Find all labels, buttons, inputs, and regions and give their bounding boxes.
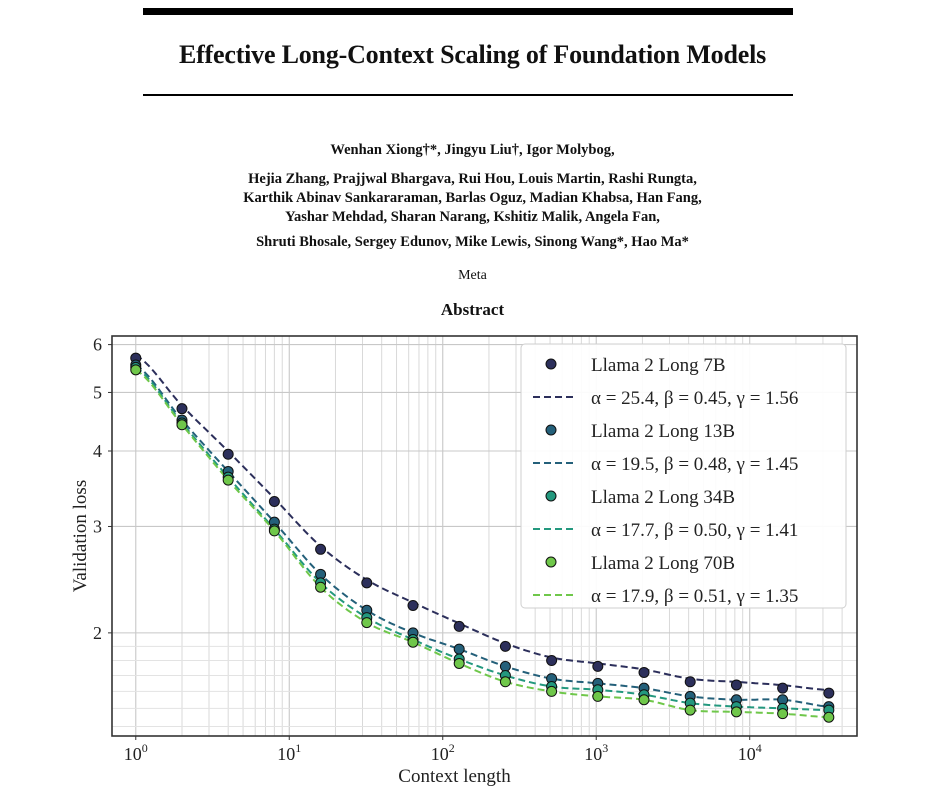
data-point-1 xyxy=(823,687,835,699)
data-point-1 xyxy=(730,679,742,691)
data-point-1 xyxy=(546,655,558,667)
data-point-1 xyxy=(407,599,419,611)
legend-label-3: Llama 2 Long 34B xyxy=(591,487,735,508)
data-point-1 xyxy=(222,448,234,460)
data-point-4 xyxy=(130,364,142,376)
title-bottom-rule xyxy=(143,94,793,96)
data-point-4 xyxy=(268,525,280,537)
affiliation: Meta xyxy=(458,268,487,283)
title-top-rule xyxy=(143,8,793,15)
data-point-1 xyxy=(176,403,188,415)
data-point-1 xyxy=(315,543,327,555)
y-axis-label: Validation loss xyxy=(70,480,91,592)
fit-curve-2 xyxy=(135,364,829,708)
data-point-4 xyxy=(176,419,188,431)
authors-line-4: Yashar Mehdad, Sharan Narang, Kshitiz Ma… xyxy=(285,209,660,225)
fit-curve-3 xyxy=(135,366,829,712)
legend-marker-1 xyxy=(545,358,557,370)
abstract-heading: Abstract xyxy=(440,300,505,319)
legend-fit-label-1: α = 25.4, β = 0.45, γ = 1.56 xyxy=(591,388,798,409)
paper-title: Effective Long-Context Scaling of Founda… xyxy=(178,40,767,69)
data-point-4 xyxy=(315,581,327,593)
x-tick-label: 100 xyxy=(124,741,148,764)
authors-line-3: Karthik Abinav Sankararaman, Barlas Oguz… xyxy=(243,190,702,206)
legend-label-4: Llama 2 Long 70B xyxy=(591,553,735,574)
legend-fit-label-4: α = 17.9, β = 0.51, γ = 1.35 xyxy=(591,586,798,607)
data-point-2 xyxy=(499,660,511,672)
legend-fit-label-2: α = 19.5, β = 0.48, γ = 1.45 xyxy=(591,454,798,475)
legend-fit-label-3: α = 17.7, β = 0.50, γ = 1.41 xyxy=(591,520,798,541)
data-point-1 xyxy=(453,620,465,632)
data-point-4 xyxy=(823,711,835,723)
y-tick-label: 6 xyxy=(93,335,102,355)
y-tick-label: 4 xyxy=(93,441,102,461)
fit-curve-1 xyxy=(135,354,829,692)
data-point-1 xyxy=(361,577,373,589)
y-tick-label: 2 xyxy=(93,623,102,643)
data-point-1 xyxy=(777,682,789,694)
legend-box xyxy=(520,343,847,609)
data-point-4 xyxy=(546,685,558,697)
y-tick-label: 3 xyxy=(93,516,102,536)
data-point-4 xyxy=(638,694,650,706)
data-point-2 xyxy=(453,643,465,655)
data-point-4 xyxy=(777,708,789,720)
data-point-4 xyxy=(730,706,742,718)
data-point-4 xyxy=(592,690,604,702)
y-tick-label: 5 xyxy=(93,382,102,402)
authors-line-1: Wenhan Xiong†*, Jingyu Liu†, Igor Molybo… xyxy=(330,142,615,158)
data-point-1 xyxy=(268,495,280,507)
legend-marker-2 xyxy=(545,424,557,436)
data-point-4 xyxy=(499,676,511,688)
legend-label-1: Llama 2 Long 7B xyxy=(591,355,726,376)
fit-curve-4 xyxy=(135,368,829,719)
data-point-1 xyxy=(592,660,604,672)
data-point-1 xyxy=(638,666,650,678)
legend-label-2: Llama 2 Long 13B xyxy=(591,421,735,442)
legend-marker-3 xyxy=(545,490,557,502)
x-tick-label: 101 xyxy=(277,741,301,764)
data-point-4 xyxy=(222,474,234,486)
data-point-4 xyxy=(361,617,373,629)
authors-line-2: Hejia Zhang, Prajjwal Bhargava, Rui Hou,… xyxy=(248,171,697,187)
data-point-1 xyxy=(684,676,696,688)
plot-frame xyxy=(111,335,858,737)
x-tick-label: 104 xyxy=(738,741,762,764)
x-axis-label: Context length xyxy=(398,766,511,787)
data-point-4 xyxy=(453,657,465,669)
data-point-1 xyxy=(499,640,511,652)
data-point-4 xyxy=(407,636,419,648)
authors-line-5: Shruti Bhosale, Sergey Edunov, Mike Lewi… xyxy=(256,234,689,250)
authors-block: Hejia Zhang, Prajjwal Bhargava, Rui Hou,… xyxy=(0,170,945,227)
x-tick-label: 103 xyxy=(584,741,608,764)
x-tick-label: 102 xyxy=(431,741,455,764)
legend-marker-4 xyxy=(545,556,557,568)
data-point-4 xyxy=(684,704,696,716)
